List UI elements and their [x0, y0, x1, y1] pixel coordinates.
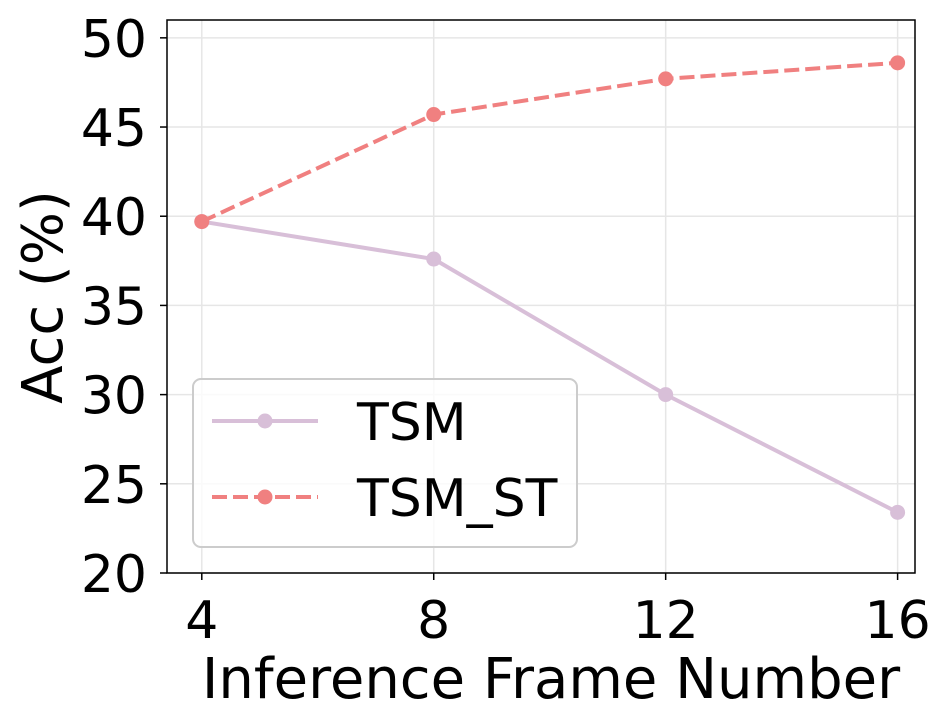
data-point-tsm-st — [658, 71, 674, 87]
x-tick-label: 16 — [865, 591, 931, 651]
series-layer — [194, 55, 906, 520]
series-line-tsm-st — [200, 60, 898, 224]
legend-marker-tsm-st — [257, 489, 273, 505]
data-point-tsm — [658, 387, 674, 403]
data-point-tsm — [890, 504, 906, 520]
data-point-tsm — [426, 251, 442, 267]
legend: TSM TSM_ST — [192, 378, 578, 548]
y-tick-label: 25 — [81, 456, 147, 516]
legend-label-tsm-st: TSM_ST — [356, 469, 558, 529]
series-line-tsm — [201, 219, 899, 515]
legend-label-tsm: TSM — [356, 393, 467, 453]
plot-frame — [166, 19, 916, 574]
x-tick-label: 4 — [185, 591, 218, 651]
y-tick-label: 40 — [81, 188, 147, 248]
x-axis-label: Inference Frame Number — [202, 647, 901, 712]
y-tick-label: 35 — [81, 277, 147, 337]
y-tick-label: 50 — [81, 10, 147, 70]
data-point-tsm-st — [890, 55, 906, 71]
y-tick-label: 30 — [81, 367, 147, 427]
x-tick-label: 8 — [417, 591, 450, 651]
y-axis-label: Acc (%) — [11, 190, 76, 404]
y-tick-label: 20 — [81, 545, 147, 605]
data-point-tsm-st — [194, 214, 210, 230]
y-tick-label: 45 — [81, 99, 147, 159]
legend-marker-tsm — [257, 413, 273, 429]
x-tick-label: 12 — [633, 591, 699, 651]
ticks: 4 8 12 16 20 25 30 35 40 45 50 — [81, 10, 931, 651]
data-point-tsm-st — [426, 107, 442, 123]
